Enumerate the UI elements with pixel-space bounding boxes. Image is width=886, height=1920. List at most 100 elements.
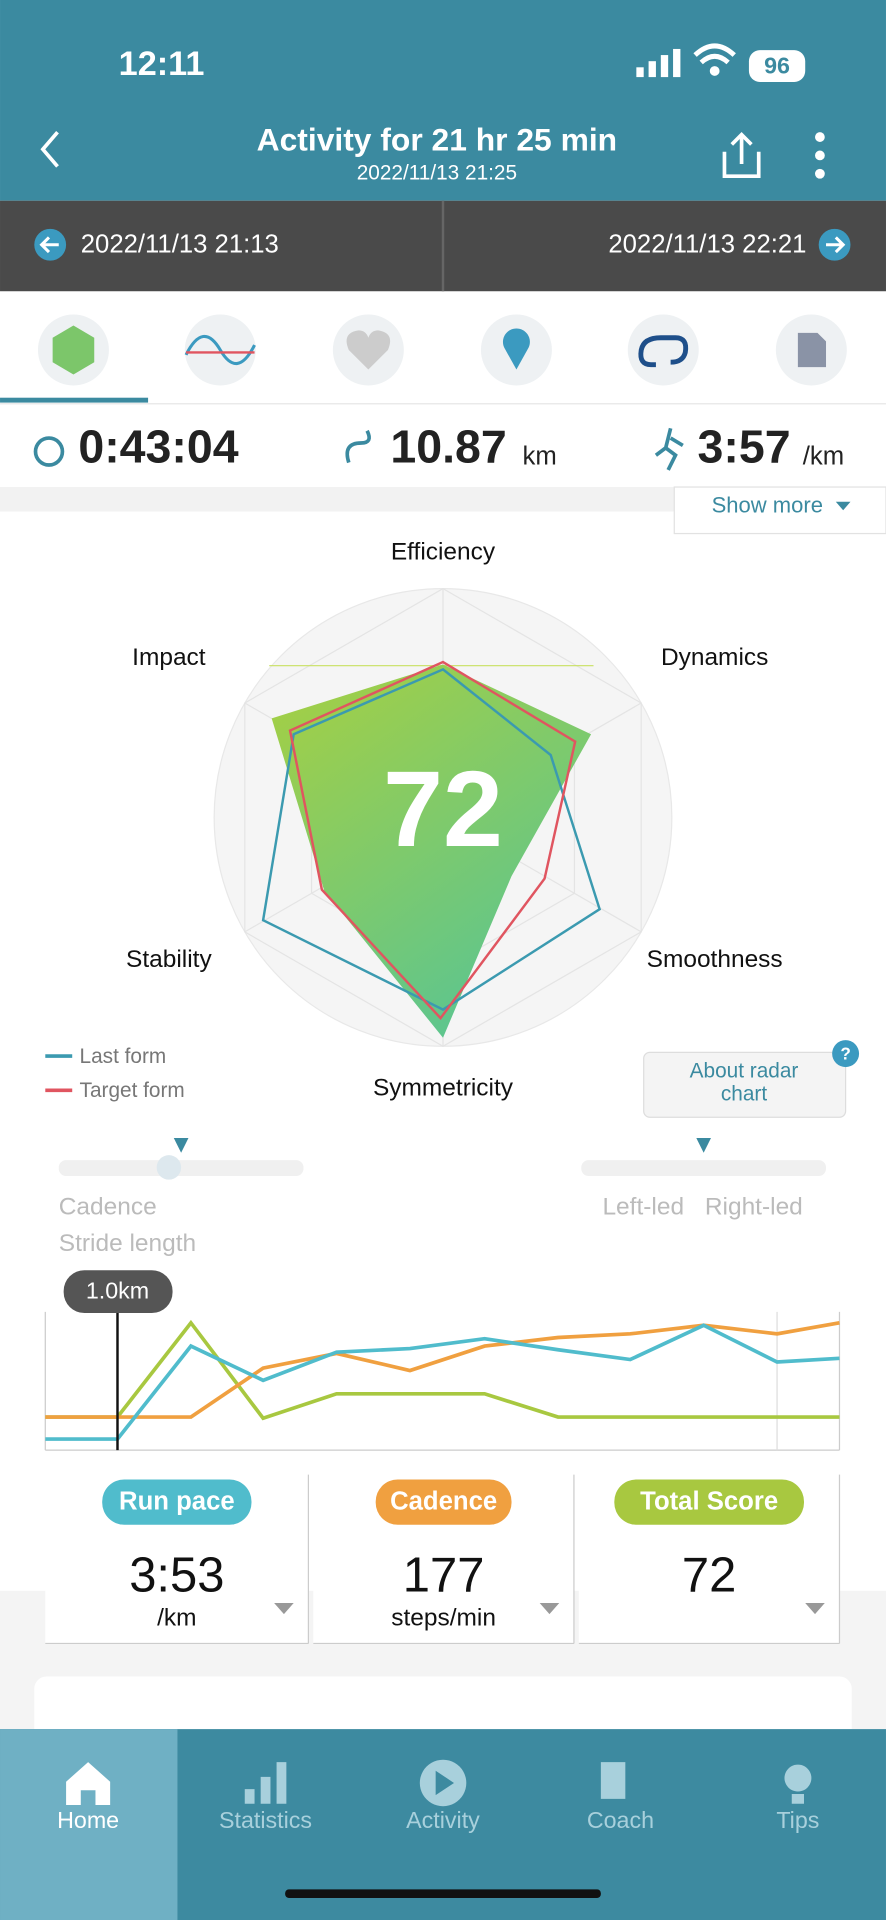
nav-label: Activity bbox=[406, 1807, 480, 1833]
nav-tab[interactable] bbox=[532, 1729, 709, 1876]
tab-graph-icon bbox=[184, 334, 256, 365]
metric-caret[interactable] bbox=[539, 1603, 560, 1615]
metric-name: Cadence bbox=[390, 1487, 497, 1515]
metric-caret[interactable] bbox=[274, 1603, 294, 1615]
nav-icon bbox=[66, 1762, 111, 1805]
next-arrow bbox=[826, 236, 846, 254]
metric-name: Total Score bbox=[640, 1487, 778, 1515]
metric-value: 72 bbox=[682, 1549, 736, 1603]
radar-score: 72 bbox=[383, 749, 503, 869]
slider-thumb[interactable] bbox=[156, 1155, 182, 1180]
metric-unit: /km bbox=[157, 1604, 196, 1631]
battery-level: 96 bbox=[764, 52, 790, 78]
pace-icon bbox=[654, 427, 684, 471]
distance-icon bbox=[345, 429, 371, 464]
duration: 0:43:04 bbox=[78, 421, 238, 473]
menu-button[interactable] bbox=[815, 132, 825, 179]
share-button[interactable] bbox=[722, 132, 761, 179]
nav-icon bbox=[784, 1764, 812, 1804]
axis-label: Efficiency bbox=[391, 539, 496, 566]
header-bg bbox=[0, 0, 886, 201]
metric-caret[interactable] bbox=[805, 1603, 825, 1615]
nav-label: Tips bbox=[776, 1807, 819, 1833]
tab-radar-icon bbox=[52, 325, 95, 375]
slider-marker bbox=[696, 1138, 711, 1153]
range-end: 2022/11/13 22:21 bbox=[608, 231, 806, 259]
metric-pill bbox=[102, 1479, 252, 1525]
range-start: 2022/11/13 21:13 bbox=[81, 231, 279, 259]
axis-label: Symmetricity bbox=[373, 1075, 514, 1102]
help-icon[interactable] bbox=[832, 1040, 860, 1068]
legend-label: Target form bbox=[80, 1079, 185, 1102]
trend-chart: 1.0km bbox=[44, 1270, 841, 1451]
nav-tab[interactable] bbox=[355, 1729, 532, 1876]
metric-value: 3:53 bbox=[129, 1549, 224, 1603]
nav-label: Home bbox=[57, 1807, 119, 1833]
nav-tab[interactable] bbox=[177, 1729, 354, 1876]
about-button[interactable] bbox=[643, 1051, 847, 1118]
radar-current bbox=[271, 664, 592, 1038]
distance: 10.87 bbox=[390, 421, 506, 473]
pace: 3:57 bbox=[698, 421, 791, 473]
tab-heart-icon bbox=[346, 330, 391, 370]
wifi bbox=[693, 43, 736, 65]
metric-unit: steps/min bbox=[391, 1604, 496, 1631]
radar-last bbox=[261, 667, 602, 1011]
nav-icon-play bbox=[435, 1770, 455, 1796]
axis-label: Dynamics bbox=[661, 644, 768, 671]
cursor-badge bbox=[63, 1270, 173, 1314]
cursor-label: 1.0km bbox=[86, 1277, 149, 1303]
slider-label: Left-led bbox=[602, 1193, 684, 1220]
nav-active bbox=[0, 1729, 178, 1920]
back-button[interactable] bbox=[40, 130, 59, 168]
nav-label: Statistics bbox=[219, 1807, 312, 1833]
header-title: Activity for 21 hr 25 min bbox=[257, 121, 617, 157]
header-subtitle: 2022/11/13 21:25 bbox=[357, 161, 517, 184]
slider-label: Right-led bbox=[705, 1193, 803, 1220]
about-label: chart bbox=[721, 1083, 767, 1106]
wifi-dot bbox=[709, 66, 720, 76]
metric-value: 177 bbox=[403, 1549, 485, 1603]
legend-label: Last form bbox=[80, 1045, 167, 1068]
tab-indicator bbox=[0, 397, 149, 403]
slider-track[interactable] bbox=[581, 1160, 827, 1176]
score-line bbox=[45, 1319, 840, 1421]
pace-line bbox=[45, 1323, 840, 1441]
view-tabs bbox=[37, 314, 847, 386]
metric-pill bbox=[375, 1479, 512, 1525]
pace-unit: /km bbox=[803, 442, 844, 470]
help-mark: ? bbox=[840, 1043, 850, 1063]
nav-tab[interactable] bbox=[0, 1729, 177, 1876]
radar-target bbox=[288, 660, 577, 1021]
nav-label: Coach bbox=[587, 1807, 654, 1833]
nav-tabs: Home Statistics Activity Coach Tips bbox=[0, 1729, 886, 1876]
slider-label: Stride length bbox=[59, 1230, 196, 1257]
timer-icon bbox=[33, 436, 65, 467]
nav-tab[interactable] bbox=[710, 1729, 886, 1876]
nav-icon bbox=[600, 1762, 626, 1799]
battery bbox=[748, 50, 806, 82]
metric-name: Run pace bbox=[119, 1487, 235, 1515]
distance-unit: km bbox=[523, 442, 557, 470]
tab-lap[interactable] bbox=[627, 314, 699, 386]
about-label: About radar bbox=[690, 1059, 799, 1082]
nav-icon bbox=[244, 1762, 287, 1804]
time: 12:11 bbox=[119, 45, 205, 83]
home-indicator bbox=[285, 1889, 601, 1898]
show-more-caret bbox=[835, 501, 851, 511]
tab-note-icon bbox=[797, 332, 827, 368]
slider-track[interactable] bbox=[58, 1160, 304, 1176]
tab-map-icon bbox=[502, 328, 530, 370]
prev-arrow bbox=[39, 236, 59, 254]
slider-label: Cadence bbox=[59, 1193, 157, 1220]
axis-label: Impact bbox=[132, 644, 206, 671]
cadence-line bbox=[45, 1321, 840, 1419]
tab-lap-icon bbox=[638, 335, 689, 368]
axis-label: Smoothness bbox=[647, 946, 783, 973]
show-more-label: Show more bbox=[712, 492, 823, 517]
signal bbox=[636, 48, 681, 78]
axis-label: Stability bbox=[126, 946, 212, 973]
metric-pill bbox=[614, 1479, 804, 1525]
